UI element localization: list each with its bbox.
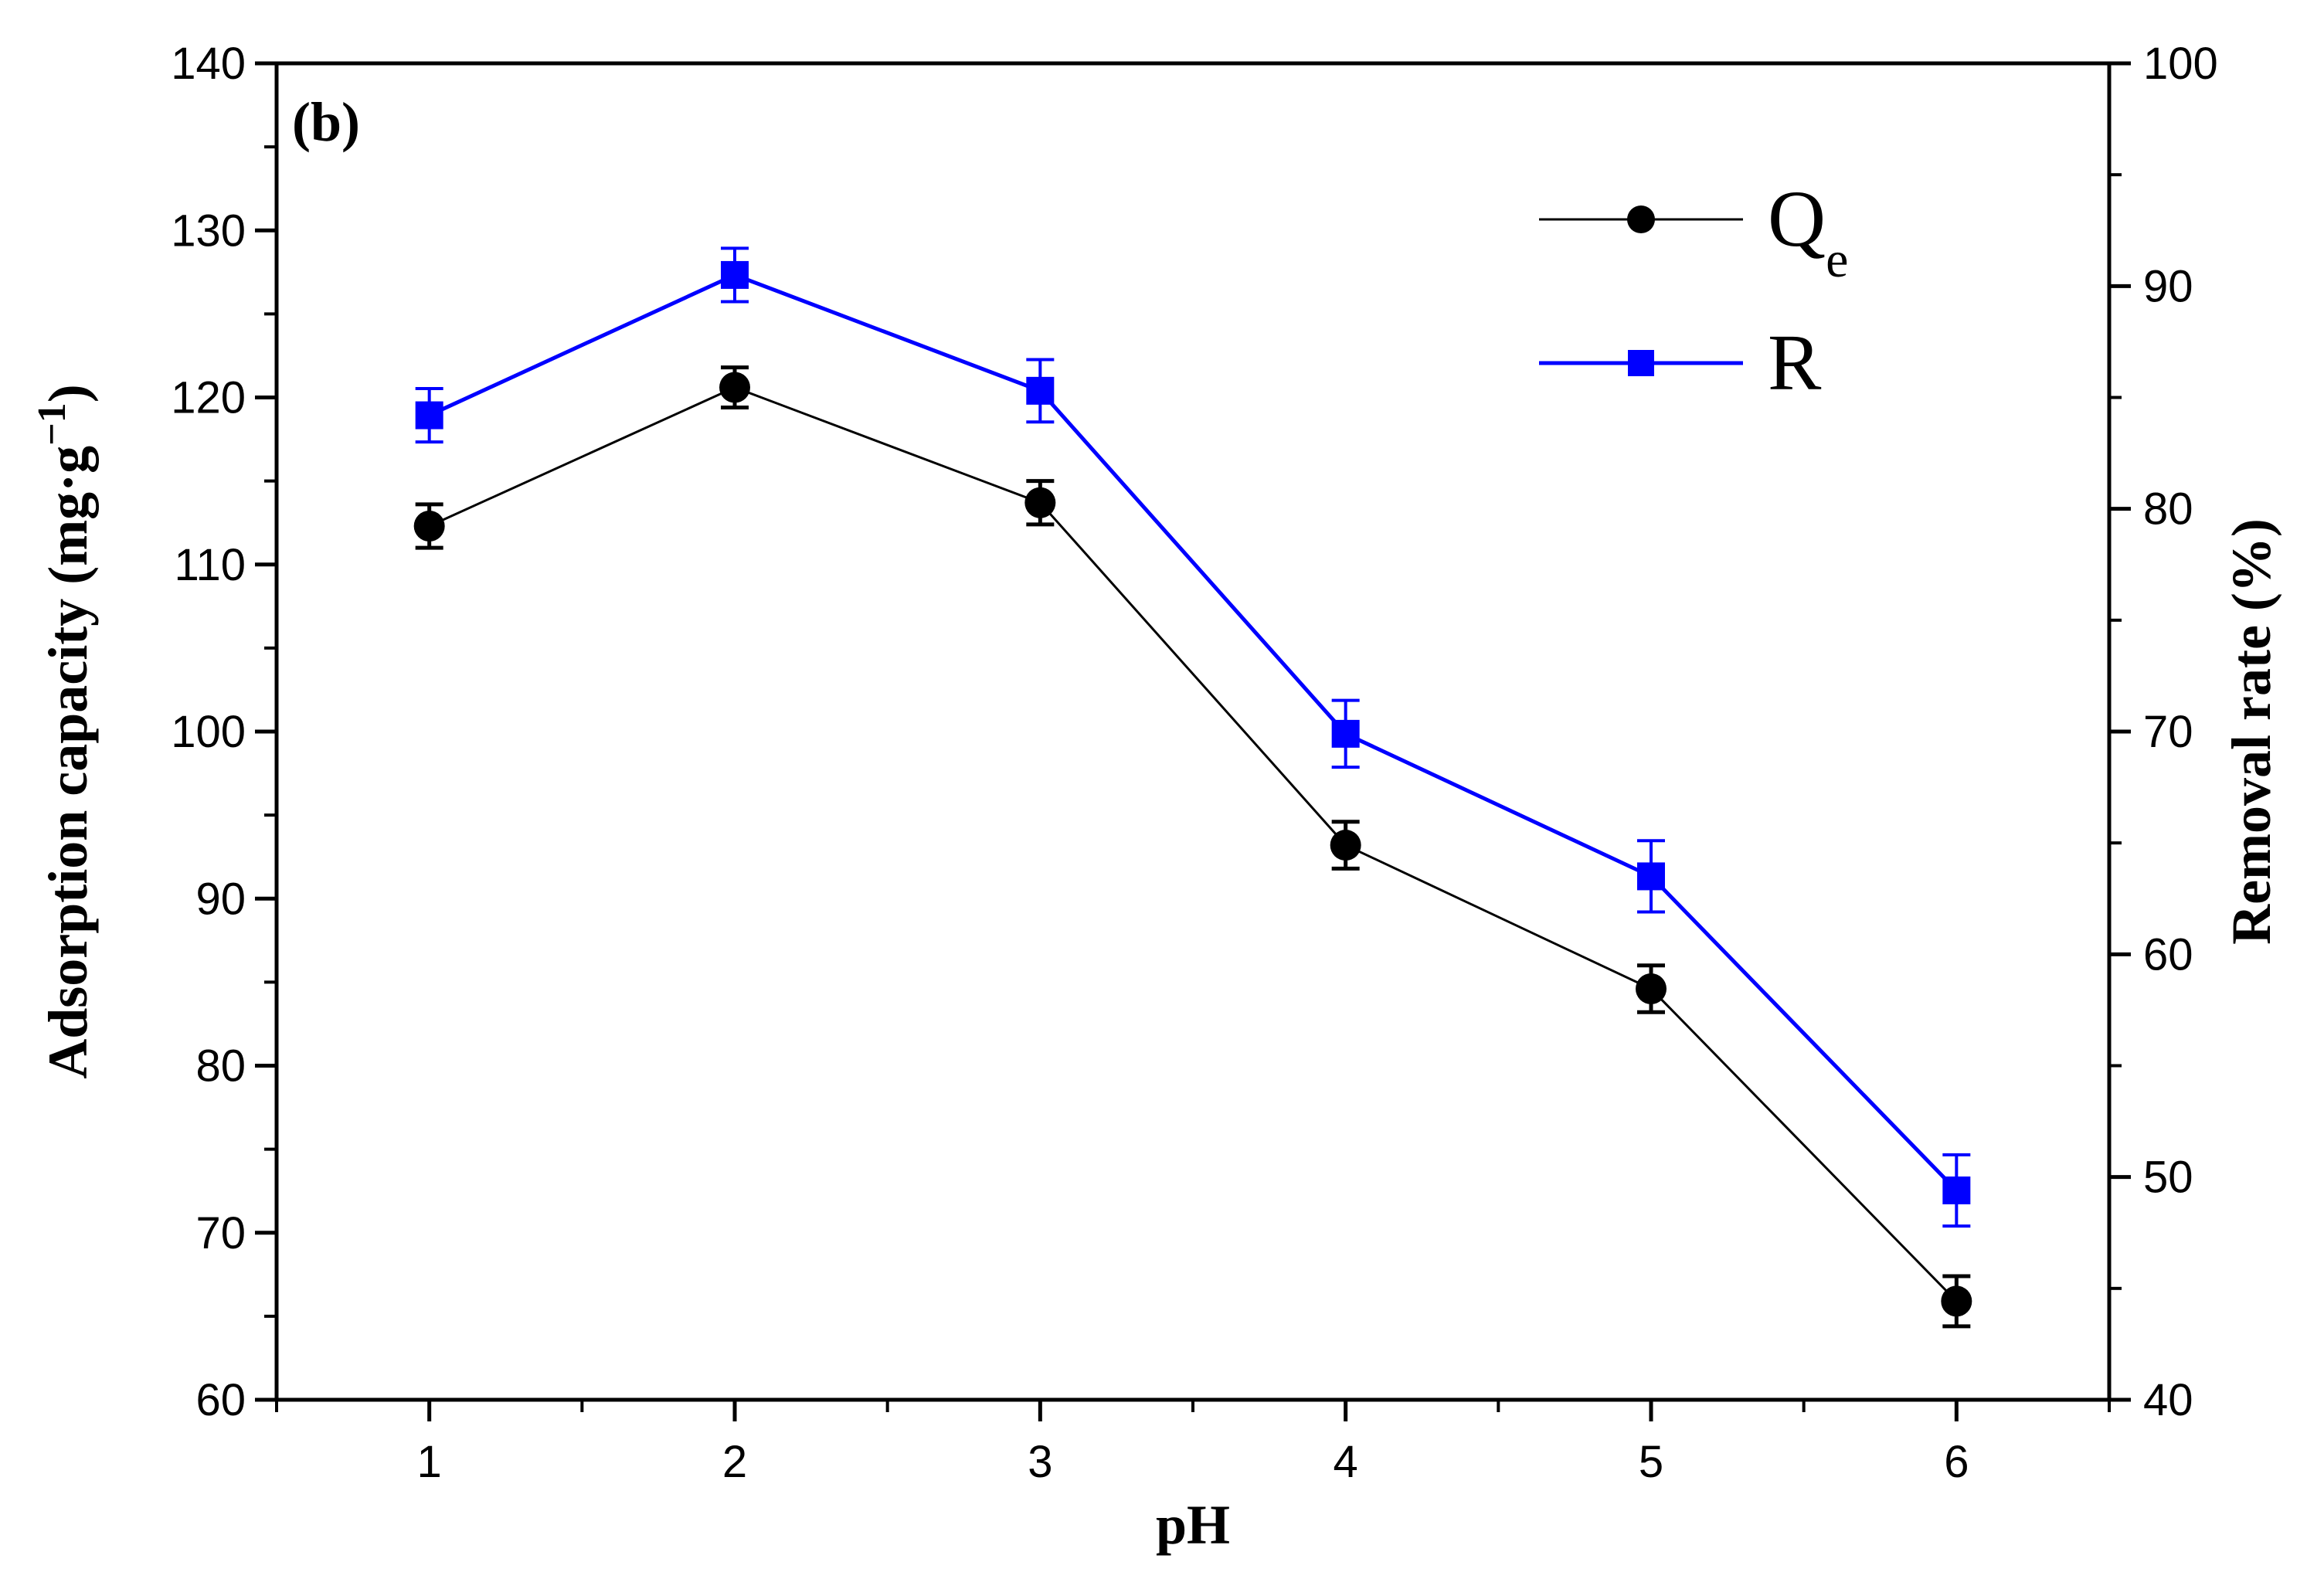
y-axis-title-close: )	[37, 384, 99, 402]
y2-axis-title: Removal rate (%)	[2220, 518, 2282, 945]
y2-tick-label: 80	[2143, 484, 2193, 535]
y-tick-label: 140	[171, 39, 246, 89]
data-point-r	[1637, 862, 1665, 891]
y-axis-title: Adsorption capacity (mg·g−1)	[30, 384, 99, 1079]
legend: Qe R	[1539, 175, 1848, 407]
y2-tick-label: 60	[2143, 929, 2193, 980]
x-tick-label: 6	[1944, 1437, 1969, 1487]
panel-label: (b)	[292, 91, 360, 153]
legend-entry-r: R	[1539, 318, 1822, 407]
legend-label-qe-main: Q	[1768, 175, 1826, 263]
data-point-r	[1331, 719, 1360, 748]
data-point-qe	[1636, 973, 1667, 1005]
series-layer	[413, 246, 1972, 1329]
data-point-r	[415, 401, 443, 430]
y-tick-label: 60	[195, 1375, 246, 1425]
legend-marker-r	[1628, 350, 1654, 376]
data-point-r	[1026, 376, 1055, 405]
axis-ticks: 1 2 3 4 5 6 60 70 80 90 100 110 120 130 140 40 50 60 70 80 9…	[171, 39, 2218, 1487]
legend-label-qe: Qe	[1768, 175, 1848, 288]
series-line-r	[428, 273, 1959, 1192]
data-point-qe	[1941, 1285, 1972, 1317]
series-r	[415, 246, 1971, 1228]
y2-tick-label: 100	[2143, 39, 2218, 89]
x-tick-label: 5	[1639, 1437, 1663, 1487]
y2-tick-label: 50	[2143, 1153, 2193, 1203]
data-point-qe	[1024, 487, 1056, 518]
y2-tick-label: 40	[2143, 1375, 2193, 1425]
y-tick-label: 120	[171, 373, 246, 423]
x-tick-label: 1	[417, 1437, 442, 1487]
x-tick-label: 4	[1334, 1437, 1358, 1487]
data-point-qe	[1330, 830, 1361, 861]
legend-label-qe-sub: e	[1826, 232, 1848, 288]
y-tick-label: 90	[195, 874, 246, 924]
data-point-qe	[413, 511, 445, 542]
y-tick-label: 130	[171, 205, 246, 256]
y-tick-label: 70	[195, 1208, 246, 1258]
legend-label-r: R	[1768, 318, 1822, 407]
y-tick-label: 100	[171, 707, 246, 757]
data-point-qe	[719, 372, 750, 403]
series-line-qe	[429, 385, 1958, 1302]
x-tick-label: 3	[1028, 1437, 1052, 1487]
y2-tick-label: 90	[2143, 261, 2193, 311]
y-axis-title-main: Adsorption capacity (mg·g	[37, 446, 99, 1079]
y2-tick-label: 70	[2143, 707, 2193, 757]
legend-marker-qe	[1627, 205, 1655, 233]
y-axis-title-superscript: −1	[30, 402, 74, 446]
x-axis-title: pH	[1156, 1494, 1230, 1556]
x-tick-label: 2	[722, 1437, 747, 1487]
data-point-r	[721, 260, 749, 289]
series-qe	[413, 365, 1972, 1329]
y-tick-label: 110	[175, 540, 246, 590]
data-point-r	[1942, 1176, 1971, 1204]
y-tick-label: 80	[195, 1041, 246, 1092]
legend-entry-qe: Qe	[1539, 175, 1848, 288]
